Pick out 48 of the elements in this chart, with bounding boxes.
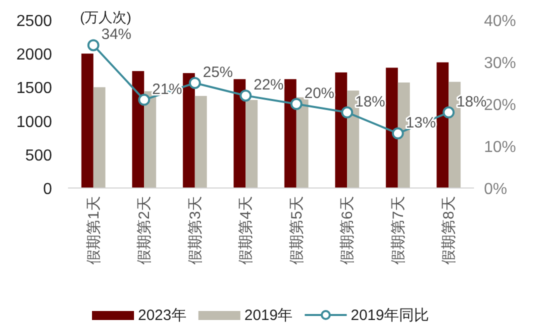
point (392, 127, 404, 140)
point (138, 94, 150, 106)
x-tick-label: 假期第6天 (339, 196, 356, 264)
bar (194, 96, 207, 188)
y2-tick-label: 40% (484, 13, 516, 30)
data-label: 18% (355, 93, 386, 110)
x-tick-label: 假期第1天 (85, 196, 102, 264)
data-label: 25% (202, 64, 233, 81)
bar (296, 97, 308, 188)
point (240, 90, 252, 102)
y-tick-label: 1500 (16, 80, 52, 98)
data-label: 22% (254, 76, 284, 94)
x-tick-label: 假期第5天 (288, 196, 306, 264)
legend-label: 2019年同比 (350, 307, 430, 324)
x-tick-label: 假期第7天 (390, 196, 407, 264)
bar (386, 68, 398, 188)
bar (81, 54, 94, 188)
y-tick-label: 2000 (16, 46, 52, 64)
data-label: 34% (101, 26, 132, 44)
y2-tick-label: 20% (484, 97, 516, 114)
y-tick-label: 2500 (16, 13, 52, 30)
legend-label: 2019年 (244, 307, 293, 324)
y2-tick-label: 0% (484, 181, 508, 198)
x-tick-label: 假期第2天 (136, 196, 154, 264)
point (442, 106, 455, 118)
legend-label: 2023年 (138, 307, 186, 324)
y2-tick-label: 30% (484, 55, 516, 72)
bar (335, 72, 348, 188)
bar (284, 79, 296, 188)
point (290, 98, 302, 110)
y-axis-title: (万人次) (80, 9, 132, 25)
point (87, 39, 100, 52)
bar (436, 62, 449, 188)
y-tick-label: 0 (43, 181, 52, 198)
bar (234, 79, 246, 188)
x-tick-label: 假期第8天 (440, 196, 458, 264)
bar (93, 87, 106, 188)
y-tick-label: 1000 (16, 114, 52, 131)
y-tick-label: 500 (25, 147, 52, 164)
data-label: 20% (304, 85, 334, 102)
bar (132, 71, 144, 188)
x-tick-label: 假期第3天 (186, 196, 204, 264)
y2-tick-label: 10% (484, 139, 516, 156)
x-tick-label: 假期第4天 (238, 196, 255, 264)
bar (182, 73, 195, 188)
point (341, 106, 354, 118)
point (188, 77, 201, 89)
bar (246, 100, 258, 188)
